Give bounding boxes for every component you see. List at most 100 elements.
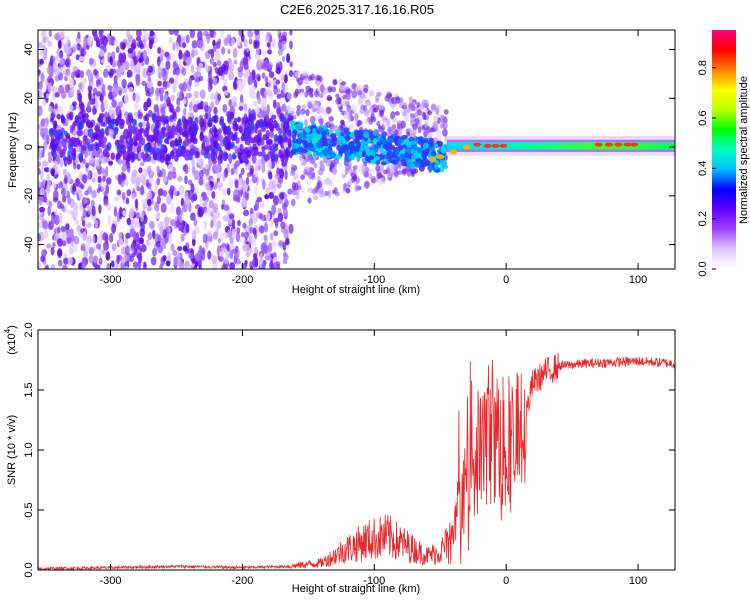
spectrogram-speckle — [254, 169, 258, 178]
spectrogram-speckle — [227, 48, 231, 55]
spectrogram-speckle — [243, 103, 248, 112]
spectrogram-speckle — [289, 40, 293, 50]
spectrogram-speckle — [98, 257, 103, 265]
spectrogram-speckle — [231, 134, 235, 142]
spectrogram-speckle — [98, 248, 103, 258]
spectrogram-speckle — [199, 131, 204, 141]
spectrogram-hot-spot — [594, 142, 603, 147]
spectrogram-speckle — [239, 234, 245, 245]
spectrogram-speckle — [94, 141, 99, 148]
spectrogram-speckle — [127, 123, 133, 131]
spectrogram-speckle — [47, 156, 53, 163]
spectrogram-speckle — [408, 96, 413, 104]
spectrogram-speckle — [147, 232, 153, 240]
spectrogram-speckle — [267, 159, 272, 170]
spectrogram-speckle — [121, 52, 127, 63]
spectrogram-speckle — [231, 228, 236, 239]
spectrogram-speckle — [284, 136, 289, 143]
spectrogram-speckle — [57, 259, 63, 267]
spectrogram-speckle — [263, 60, 269, 71]
spectrogram-speckle — [148, 110, 153, 118]
spectrogram-speckle — [287, 188, 293, 195]
spectrogram-speckle — [118, 139, 124, 146]
spectrogram-speckle — [234, 145, 238, 154]
spectrogram-speckle — [399, 154, 407, 160]
spectrogram-speckle — [307, 187, 314, 194]
spectrogram-speckle — [198, 169, 204, 179]
spectrogram-speckle — [405, 131, 411, 137]
snr-panel: -300 -200 -100 0 100 0.0 0.5 1.0 1.5 2.0 Height … — [3, 322, 676, 595]
spectrogram-speckle — [222, 188, 227, 196]
spectrogram-speckle — [243, 39, 248, 48]
spectrogram-speckle — [43, 196, 48, 203]
spectrogram-speckle — [100, 180, 106, 192]
spectrogram-speckle — [88, 254, 94, 264]
spectrogram-speckle — [203, 220, 208, 230]
spectrogram-speckle — [165, 227, 171, 238]
spectrogram-speckle — [224, 135, 229, 144]
spectrogram-speckle — [157, 188, 164, 197]
spectrogram-speckle — [120, 246, 127, 255]
spectrogram-speckle — [265, 212, 271, 221]
spectrogram-band-core — [446, 142, 675, 150]
spectrogram-speckle — [94, 125, 100, 131]
spectrogram-speckle — [139, 161, 145, 167]
spectrogram-speckle — [120, 262, 124, 269]
spectrogram-speckle — [77, 92, 83, 102]
spectrogram-speckle — [122, 210, 127, 217]
spectrogram-speckle — [331, 137, 338, 143]
spectrogram-speckle — [327, 149, 333, 155]
spectrogram-speckle — [138, 57, 142, 64]
snr-x-label: Height of straight line (km) — [292, 583, 420, 595]
spectrogram-speckle — [417, 138, 424, 146]
spectrogram-speckle — [217, 38, 222, 46]
spectrogram-speckle — [198, 263, 202, 269]
spectrogram-speckle — [96, 91, 101, 97]
spectrogram-speckle — [422, 99, 427, 107]
spectrogram-speckle — [108, 72, 114, 79]
spectrogram-speckle — [149, 220, 155, 230]
spectrogram-speckle — [62, 195, 67, 203]
spectrogram-hot-spot — [473, 142, 482, 147]
spectrogram-speckle — [157, 221, 164, 232]
spectrogram-speckle — [128, 86, 134, 93]
spectrogram-speckle — [210, 92, 214, 101]
spectrogram-speckle — [138, 122, 143, 128]
svg-text:(x104): (x104) — [3, 325, 18, 355]
spectrogram-speckle — [207, 229, 213, 237]
spectrogram-speckle — [133, 65, 138, 74]
spectrogram-speckle — [102, 241, 109, 251]
spectrogram-speckle — [248, 35, 253, 44]
spectrogram-speckle — [101, 136, 107, 144]
spectrogram-speckle — [433, 121, 439, 130]
spectrogram-speckle — [143, 143, 149, 153]
spectrogram-speckle — [178, 151, 183, 157]
spectrogram-speckle — [54, 208, 58, 216]
spectrogram-speckle — [397, 138, 402, 146]
spectrogram-speckle — [313, 90, 320, 98]
spectrogram-speckle — [193, 90, 199, 99]
spectrogram-speckle — [88, 78, 94, 87]
snr-y-ticks: 0.0 0.5 1.0 1.5 2.0 — [23, 322, 675, 578]
spectrogram-speckle — [126, 30, 131, 39]
spectrogram-speckle — [108, 105, 113, 116]
spectrogram-speckle — [85, 113, 89, 120]
spectrogram-speckle — [169, 219, 176, 227]
spectrogram-speckle — [253, 149, 259, 156]
spectrogram-speckle — [220, 231, 225, 242]
spectrogram-speckle — [119, 65, 124, 73]
spectrogram-speckle — [59, 30, 65, 39]
spectrogram-speckle — [156, 177, 161, 186]
spectrogram-speckle — [354, 118, 359, 126]
spectrogram-speckle — [438, 167, 445, 173]
spectrogram-speckle — [173, 154, 179, 162]
spectrogram-speckle — [38, 168, 41, 175]
spectrogram-speckle — [146, 78, 153, 89]
spectrogram-speckle — [196, 30, 203, 40]
spectrogram-speckle — [50, 168, 56, 175]
spectrogram-speckle — [223, 90, 229, 96]
spectrogram-speckle — [250, 265, 254, 269]
spectrogram-speckle — [113, 126, 119, 133]
spectrogram-speckle — [184, 163, 189, 175]
